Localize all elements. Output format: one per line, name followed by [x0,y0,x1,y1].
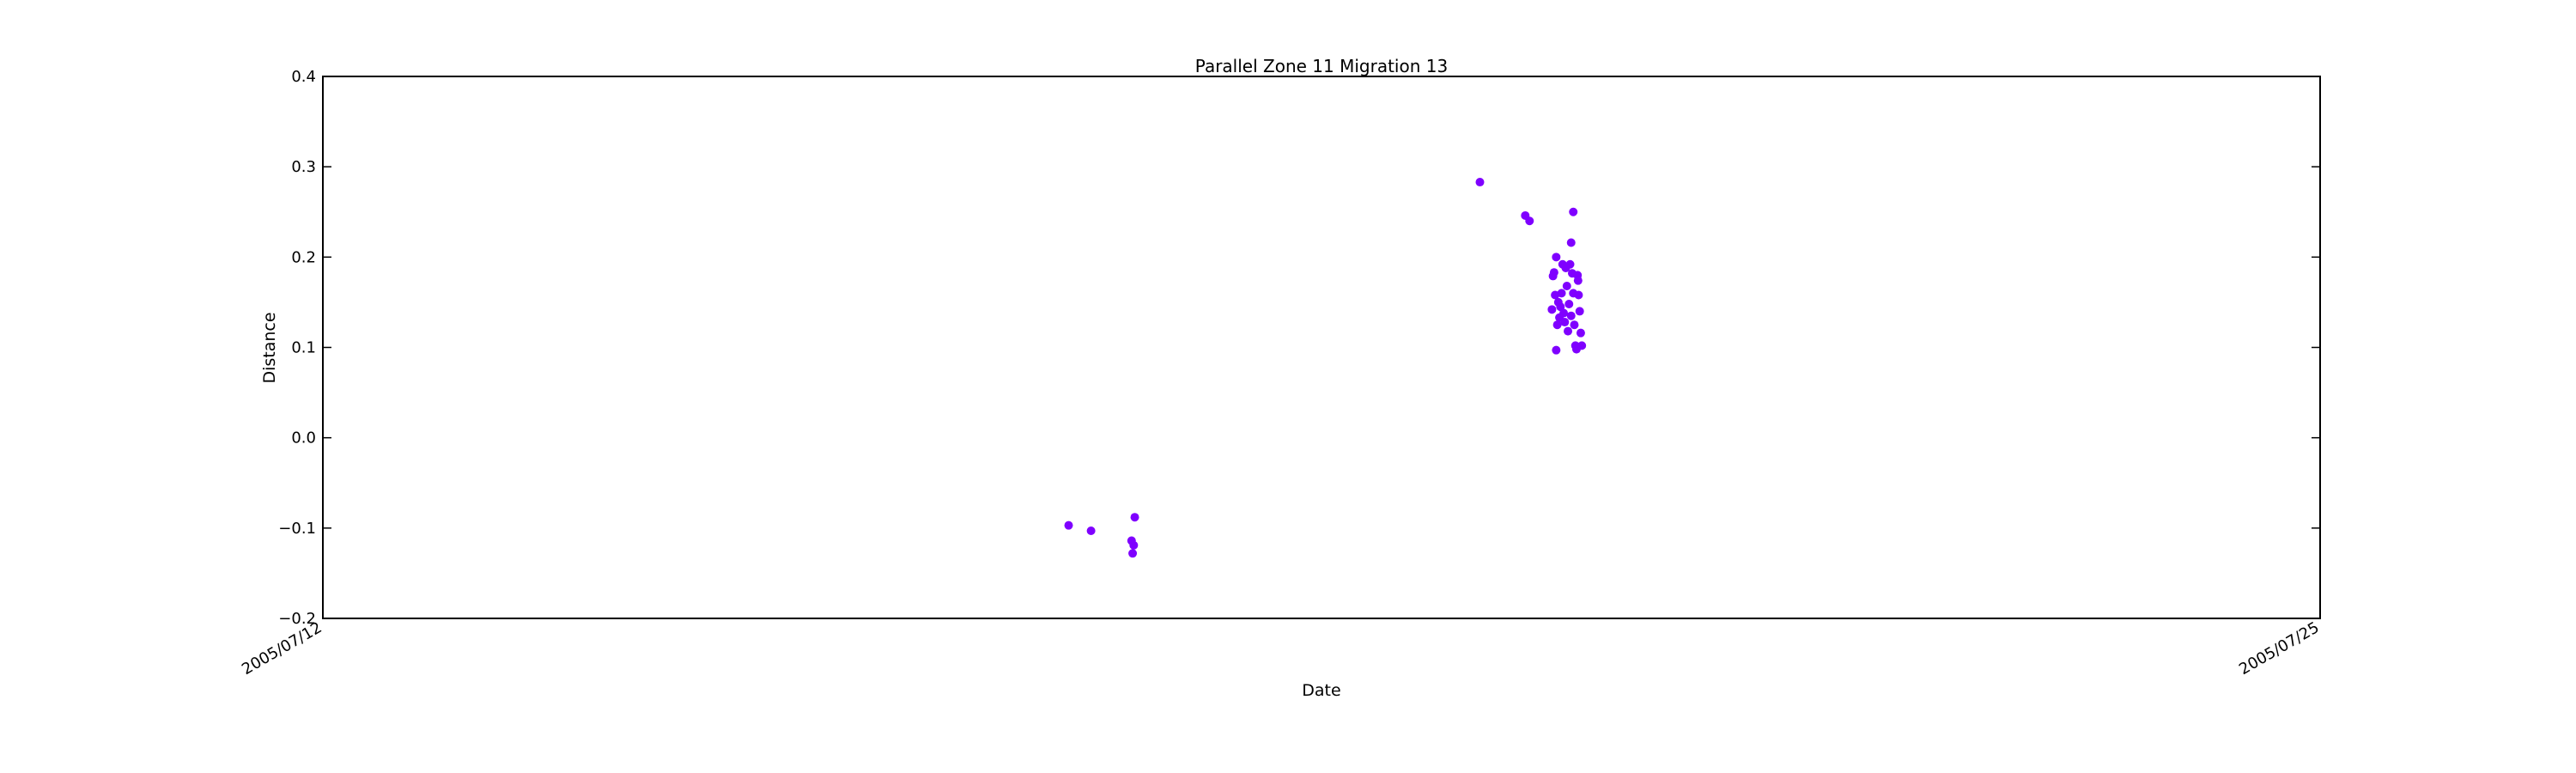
data-point [1549,268,1558,277]
data-point [1565,259,1575,269]
data-points [1064,178,1587,558]
data-point [1566,311,1576,320]
data-point [1556,302,1565,312]
y-tick-label: 0.1 [291,339,316,357]
data-point [1557,289,1566,298]
data-point [1559,308,1569,318]
data-point [1130,513,1139,522]
y-tick-label: −0.1 [278,520,316,538]
data-point [1573,276,1583,285]
y-axis: −0.2 −0.1 0.0 0.1 0.2 0.3 0.4 [278,68,2320,628]
data-point [1564,326,1573,336]
data-point [1576,328,1585,338]
y-tick-label: 0.0 [291,429,316,447]
x-tick-label: 2005/07/25 [2236,618,2322,679]
data-point [1564,300,1574,309]
x-axis-label: Date [1302,681,1340,700]
data-point [1128,549,1138,558]
y-tick-label: 0.4 [291,68,316,86]
y-tick-label: 0.3 [291,158,316,176]
x-axis: 2005/07/12 2005/07/25 [239,76,2323,679]
data-point [1552,320,1562,330]
data-point [1064,520,1073,530]
y-tick-label: 0.2 [291,248,316,266]
data-point [1562,281,1571,290]
data-point [1552,345,1561,355]
data-point [1570,320,1579,330]
data-point [1086,526,1096,535]
data-point [1560,318,1570,327]
data-point [1577,341,1587,350]
data-point [1575,307,1584,316]
plot-frame [322,76,2321,619]
y-axis-label: Distance [260,312,279,383]
data-point [1547,305,1557,314]
data-point [1566,238,1576,247]
chart-title: Parallel Zone 11 Migration 13 [1195,56,1448,76]
data-point [1574,290,1583,300]
data-point [1569,207,1578,216]
data-point [1552,253,1561,262]
data-point [1475,178,1485,187]
data-point [1129,540,1139,550]
y-tick-label: −0.2 [278,610,316,628]
data-point [1525,216,1534,226]
